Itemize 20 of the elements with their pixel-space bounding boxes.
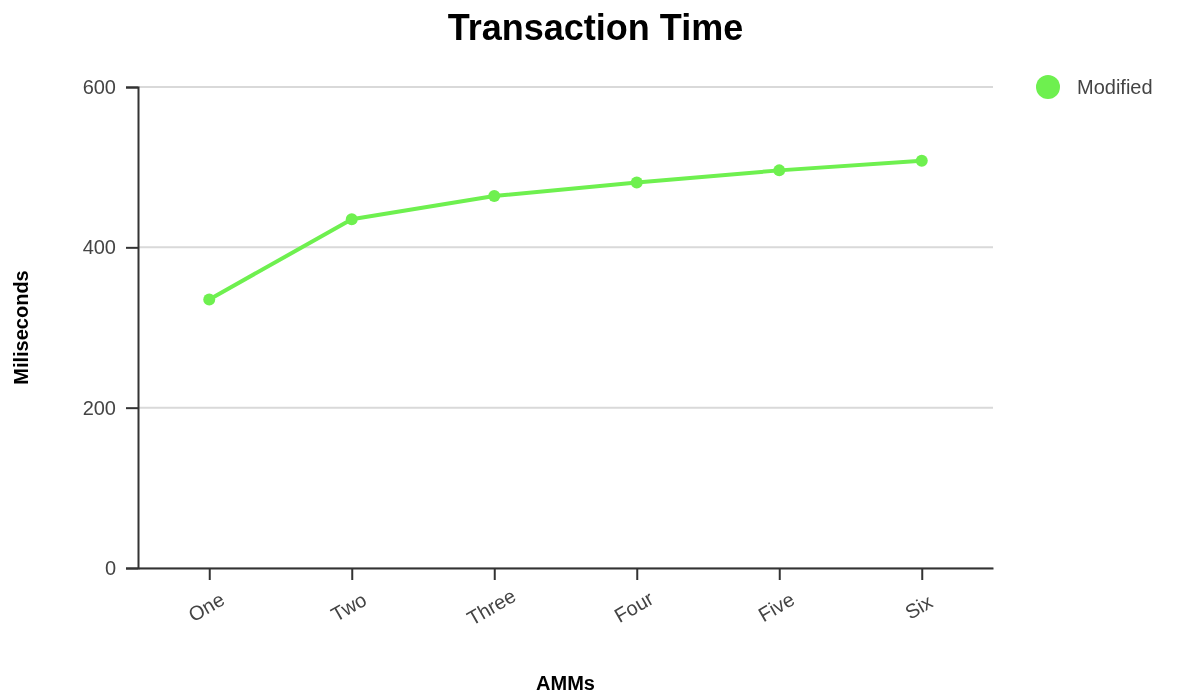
y-tick-label: 600 — [82, 75, 116, 98]
point — [630, 176, 643, 189]
point — [345, 213, 358, 226]
x-tick-label: Three — [463, 584, 520, 630]
point — [915, 154, 928, 167]
y-tick-label: 0 — [104, 556, 116, 579]
x-tick-label: Two — [327, 588, 371, 626]
x-tick-label: Four — [610, 586, 658, 627]
x-tick-label: Six — [901, 590, 937, 624]
point — [203, 293, 216, 306]
chart-title: Transaction Time — [447, 7, 744, 48]
legend-label: Modified — [1077, 76, 1153, 98]
x-axis-title: AMMs — [536, 672, 595, 694]
y-axis-title: Miliseconds — [10, 270, 32, 385]
x-tick-label: Five — [754, 587, 799, 626]
y-tick-label: 400 — [82, 236, 116, 259]
y-tick-label: 200 — [82, 396, 116, 419]
x-tick-label: One — [184, 587, 229, 626]
point — [773, 164, 786, 177]
point — [488, 190, 501, 203]
